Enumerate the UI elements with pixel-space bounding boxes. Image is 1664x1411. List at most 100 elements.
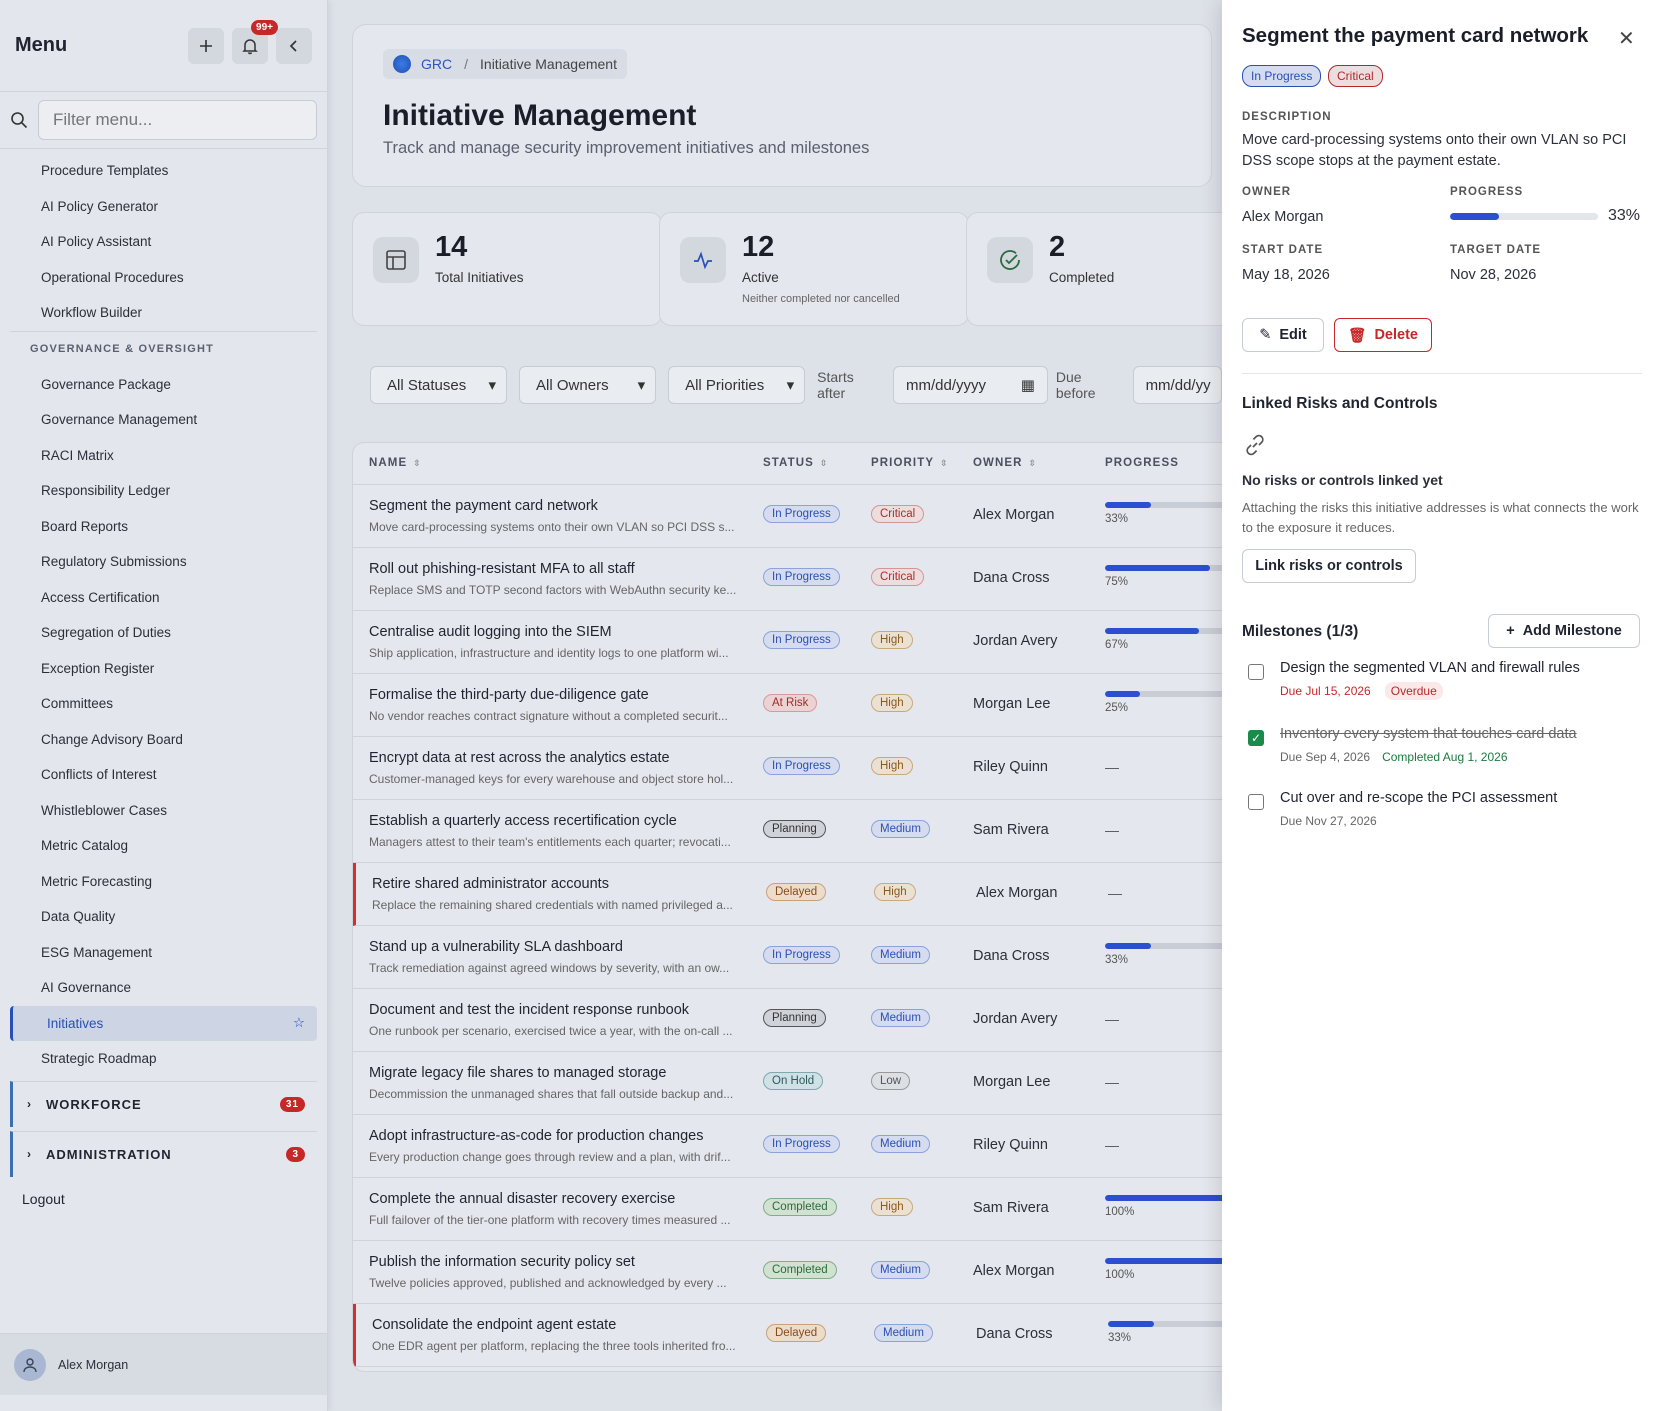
initiative-name[interactable]: Consolidate the endpoint agent estate	[372, 1317, 617, 1333]
initiative-name[interactable]: Retire shared administrator accounts	[372, 876, 609, 892]
sidebar-item-procedure-templates[interactable]: Procedure Templates	[41, 163, 169, 179]
starts-after-date-input[interactable]: mm/dd/yyyy ▦	[893, 366, 1048, 404]
table-row[interactable]: Document and test the incident response …	[353, 989, 1251, 1052]
owner-name: Jordan Avery	[973, 1011, 1058, 1027]
table-row[interactable]: Establish a quarterly access recertifica…	[353, 800, 1251, 863]
initiative-description: Ship application, infrastructure and ide…	[369, 646, 729, 660]
sidebar-item-governance-package[interactable]: Governance Package	[41, 376, 171, 392]
sidebar-item-ai-policy-generator[interactable]: AI Policy Generator	[41, 198, 159, 214]
delete-label: Delete	[1374, 327, 1418, 343]
progress-cell: 67%	[1105, 628, 1245, 651]
sidebar-group-workforce[interactable]: › WORKFORCE 31	[10, 1080, 317, 1127]
table-row[interactable]: Adopt infrastructure-as-code for product…	[353, 1115, 1251, 1178]
sidebar-item-initiatives[interactable]: Initiatives ☆	[10, 1005, 317, 1041]
sidebar-item-responsibility-ledger[interactable]: Responsibility Ledger	[41, 483, 171, 499]
status-badge: Planning	[763, 820, 826, 838]
sidebar-item-board-reports[interactable]: Board Reports	[41, 518, 129, 534]
priority-filter-select[interactable]: All Priorities ▾	[668, 366, 806, 404]
table-row[interactable]: Encrypt data at rest across the analytic…	[353, 737, 1251, 800]
notifications-button[interactable]: 99+	[232, 19, 278, 64]
initiative-name[interactable]: Publish the information security policy …	[369, 1254, 635, 1270]
status-badge: In Progress	[763, 946, 840, 964]
sidebar-group-count: 31	[279, 1096, 305, 1112]
sidebar-item-metric-forecasting[interactable]: Metric Forecasting	[41, 873, 153, 889]
initiative-description: Full failover of the tier-one platform w…	[369, 1213, 731, 1227]
user-footer[interactable]: Alex Morgan	[0, 1333, 327, 1395]
initiative-name[interactable]: Centralise audit logging into the SIEM	[369, 624, 612, 640]
milestone-checkbox[interactable]: ✓	[1248, 730, 1264, 746]
sidebar-item-exception-register[interactable]: Exception Register	[41, 660, 155, 676]
sidebar-item-whistleblower-cases[interactable]: Whistleblower Cases	[41, 802, 168, 818]
initiative-name[interactable]: Complete the annual disaster recovery ex…	[369, 1191, 676, 1207]
owner-name: Dana Cross	[973, 570, 1050, 586]
sidebar-item-governance-management[interactable]: Governance Management	[41, 412, 198, 428]
progress-empty: —	[1105, 759, 1119, 775]
delete-button[interactable]: 🗑 Delete	[1334, 318, 1432, 352]
sidebar-item-regulatory-submissions[interactable]: Regulatory Submissions	[41, 554, 187, 570]
progress-fill	[1105, 565, 1210, 571]
column-owner[interactable]: OWNER ⇳	[973, 457, 1038, 469]
initiative-name[interactable]: Stand up a vulnerability SLA dashboard	[369, 939, 623, 955]
column-name[interactable]: NAME ⇳	[369, 457, 422, 469]
initiative-name[interactable]: Formalise the third-party due-diligence …	[369, 687, 649, 703]
due-before-date-input[interactable]: mm/dd/yy	[1132, 366, 1222, 404]
table-row[interactable]: Migrate legacy file shares to managed st…	[353, 1052, 1251, 1115]
breadcrumb-root[interactable]: GRC	[421, 56, 453, 72]
edit-button[interactable]: ✎ Edit	[1242, 318, 1324, 352]
sidebar-item-raci-matrix[interactable]: RACI Matrix	[41, 447, 114, 463]
table-row[interactable]: Segment the payment card network Move car…	[353, 485, 1251, 548]
sidebar-item-conflicts-of-interest[interactable]: Conflicts of Interest	[41, 767, 157, 783]
initiative-description: Customer-managed keys for every warehous…	[369, 772, 734, 786]
milestone-checkbox[interactable]	[1248, 794, 1264, 810]
owner-filter-select[interactable]: All Owners ▾	[519, 366, 657, 404]
table-row[interactable]: Complete the annual disaster recovery ex…	[353, 1178, 1251, 1241]
initiative-name[interactable]: Encrypt data at rest across the analytic…	[369, 750, 670, 766]
star-icon[interactable]: ☆	[292, 1015, 305, 1031]
sidebar-group-administration[interactable]: › ADMINISTRATION 3	[10, 1130, 317, 1177]
column-status[interactable]: STATUS ⇳	[763, 457, 829, 469]
sidebar-item-operational-procedures[interactable]: Operational Procedures	[41, 269, 184, 285]
sidebar-item-access-certification[interactable]: Access Certification	[41, 589, 160, 605]
sidebar-item-ai-policy-assistant[interactable]: AI Policy Assistant	[41, 234, 152, 250]
add-milestone-button[interactable]: + Add Milestone	[1488, 614, 1640, 648]
sidebar-item-segregation-of-duties[interactable]: Segregation of Duties	[41, 625, 171, 641]
sidebar-item-change-advisory-board[interactable]: Change Advisory Board	[41, 731, 183, 747]
sidebar-item-workflow-builder[interactable]: Workflow Builder	[41, 305, 143, 321]
logout-link[interactable]: Logout	[22, 1190, 65, 1207]
filter-menu-input[interactable]	[38, 100, 317, 140]
calendar-icon: ▦	[1020, 377, 1035, 394]
initiative-name[interactable]: Roll out phishing-resistant MFA to all s…	[369, 561, 635, 577]
column-progress[interactable]: PROGRESS	[1105, 457, 1179, 469]
status-filter-select[interactable]: All Statuses ▾	[370, 366, 508, 404]
table-row[interactable]: Retire shared administrator accounts Repl…	[353, 863, 1251, 926]
sidebar-item-strategic-roadmap[interactable]: Strategic Roadmap	[41, 1051, 157, 1067]
column-priority[interactable]: PRIORITY ⇳	[871, 457, 949, 469]
sort-icon: ⇳	[819, 458, 829, 468]
initiative-description: Twelve policies approved, published and …	[369, 1276, 727, 1290]
close-icon[interactable]: ✕	[1618, 28, 1635, 50]
link-icon	[1246, 434, 1264, 456]
initiative-name[interactable]: Segment the payment card network	[369, 498, 598, 514]
sidebar-item-committees[interactable]: Committees	[41, 696, 114, 712]
initiative-name[interactable]: Establish a quarterly access recertifica…	[369, 813, 677, 829]
initiative-name[interactable]: Adopt infrastructure-as-code for product…	[369, 1128, 704, 1144]
milestone-due-date: Due Jul 15, 2026	[1280, 684, 1371, 698]
table-row[interactable]: Centralise audit logging into the SIEM Sh…	[353, 611, 1251, 674]
sidebar-item-ai-governance[interactable]: AI Governance	[41, 980, 132, 996]
table-row[interactable]: Formalise the third-party due-diligence …	[353, 674, 1251, 737]
initiative-name[interactable]: Migrate legacy file shares to managed st…	[369, 1065, 667, 1081]
table-row[interactable]: Stand up a vulnerability SLA dashboard Tr…	[353, 926, 1251, 989]
sidebar-item-metric-catalog[interactable]: Metric Catalog	[41, 838, 129, 854]
milestone-checkbox[interactable]	[1248, 664, 1264, 680]
table-row[interactable]: Publish the information security policy …	[353, 1241, 1251, 1304]
initiative-name[interactable]: Document and test the incident response …	[369, 1002, 690, 1018]
link-risks-button[interactable]: Link risks or controls	[1242, 549, 1416, 583]
sidebar-item-esg-management[interactable]: ESG Management	[41, 944, 153, 960]
add-button[interactable]	[188, 27, 224, 64]
sidebar-item-data-quality[interactable]: Data Quality	[41, 909, 116, 925]
collapse-sidebar-button[interactable]	[276, 27, 312, 64]
owner-name: Morgan Lee	[973, 696, 1051, 712]
priority-badge: High	[874, 883, 916, 901]
table-row[interactable]: Consolidate the endpoint agent estate One…	[353, 1304, 1251, 1367]
table-row[interactable]: Roll out phishing-resistant MFA to all s…	[353, 548, 1251, 611]
